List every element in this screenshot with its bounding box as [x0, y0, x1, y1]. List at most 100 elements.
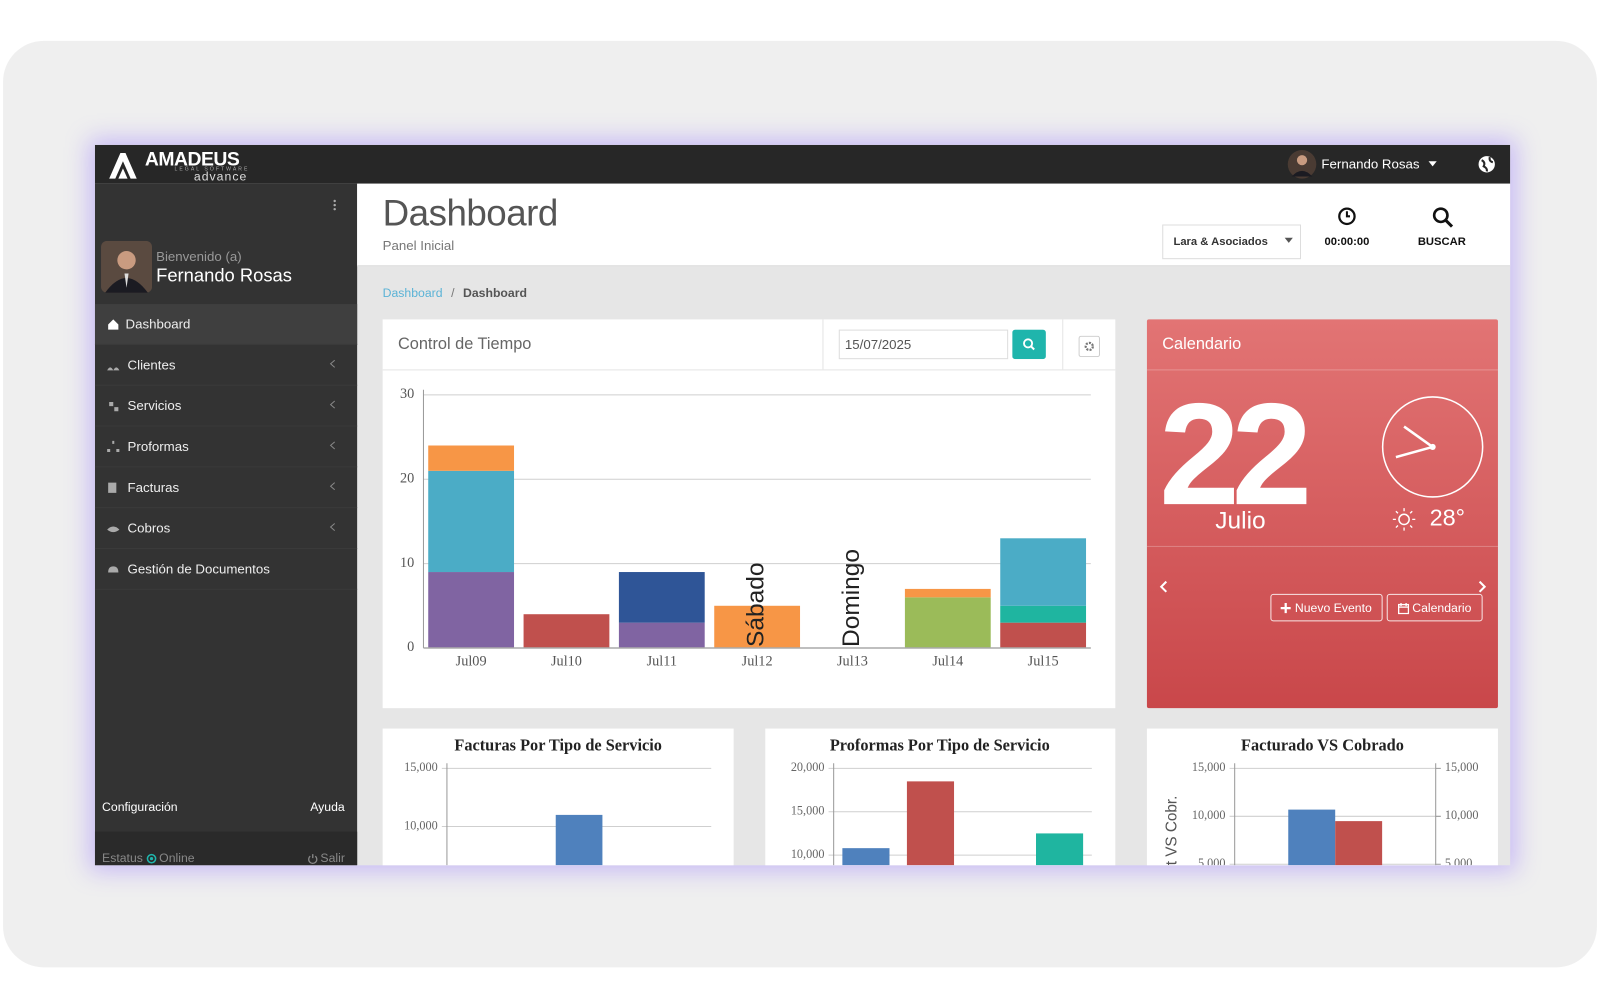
prev-arrow[interactable]	[1158, 580, 1168, 593]
menu-icon	[107, 440, 120, 453]
plus-icon	[1280, 603, 1291, 614]
y-tick-label: 30	[400, 386, 414, 402]
chart-title: Proformas Por Tipo de Servicio	[830, 736, 1050, 755]
help-link[interactable]: Ayuda	[310, 799, 345, 815]
y-tick-label: 20,000	[791, 760, 825, 774]
logout-link[interactable]: Salir	[320, 851, 345, 866]
page-subtitle: Panel Inicial	[382, 237, 455, 254]
calendar-title: Calendario	[1162, 335, 1242, 354]
sun-icon	[1392, 508, 1416, 531]
chevron	[329, 523, 336, 531]
bar-segment	[714, 605, 801, 648]
menu-icon	[109, 402, 119, 412]
timer: 00:00:00	[1324, 235, 1370, 248]
company-select[interactable]: Lara & Asociados	[1162, 224, 1302, 260]
user-name[interactable]: Fernando Rosas	[1321, 156, 1420, 172]
calendar-button[interactable]: Calendario	[1386, 593, 1483, 622]
bar-segment	[1000, 622, 1087, 648]
settings-button[interactable]	[1078, 335, 1100, 358]
globe-icon[interactable]	[1478, 154, 1498, 174]
search-label[interactable]: BUSCAR	[1417, 235, 1466, 248]
menu-icon	[107, 367, 120, 371]
status-bar: Estatus Online Salir	[94, 831, 358, 866]
company-name: Lara & Asociados	[1173, 235, 1268, 248]
sidebar: Bienvenido (a) Fernando Rosas Dashboard C…	[94, 183, 358, 866]
sidebar-avatar	[101, 240, 153, 293]
date-input[interactable]: 15/07/2025	[838, 329, 1009, 360]
divider	[822, 319, 824, 370]
bar-segment	[1000, 605, 1087, 623]
menu-item[interactable]: Servicios	[94, 386, 358, 427]
x-tick-label: Jul14	[932, 654, 963, 670]
charts-layer: 0 10 20 30 Jul09 Jul10 Jul11 Jul12 Jul13 Jul14 Jul…	[400, 386, 1479, 866]
menu-label: Gestión de Documentos	[127, 561, 270, 577]
x-tick-label: Jul12	[742, 654, 773, 670]
user-avatar	[1287, 149, 1317, 179]
chevron	[329, 359, 336, 368]
bar-segment	[428, 470, 515, 573]
menu-label: Servicios	[127, 397, 182, 414]
next-arrow[interactable]	[1478, 580, 1488, 593]
breadcrumb-current: Dashboard	[463, 285, 527, 300]
divider	[1062, 319, 1064, 370]
chevron	[329, 441, 336, 450]
divider	[1146, 545, 1498, 547]
breadcrumb-link[interactable]: Dashboard	[382, 285, 443, 300]
menu-item[interactable]: Facturas	[94, 467, 358, 509]
settings-link[interactable]: Configuración	[102, 799, 178, 815]
bar-segment	[428, 572, 515, 648]
y-tick-label: 10,000	[791, 847, 825, 861]
x-tick-label: Jul10	[551, 654, 582, 670]
bar-segment	[428, 445, 515, 471]
menu-item[interactable]: Dashboard	[94, 304, 358, 345]
date-search-button[interactable]	[1012, 329, 1046, 360]
menu-icon	[108, 566, 119, 573]
new-event-button[interactable]: Nuevo Evento	[1270, 593, 1383, 622]
dots-icon[interactable]	[332, 199, 338, 213]
top-bar: AMADEUS LEGAL SOFTWARE advance Fernando …	[94, 144, 1511, 184]
menu-label: Clientes	[127, 357, 176, 373]
menu-label: Dashboard	[125, 316, 191, 332]
chevron	[329, 482, 336, 491]
bar	[1036, 833, 1084, 866]
panel-title: Control de Tiempo	[397, 335, 532, 354]
bar	[1288, 809, 1336, 866]
y-tick-label: 5,000	[1198, 856, 1226, 865]
power-icon	[308, 854, 318, 865]
menu-item[interactable]: Proformas	[94, 427, 358, 468]
tagline: LEGAL SOFTWARE	[174, 166, 250, 173]
temperature: 28°	[1429, 504, 1466, 531]
bar-segment	[904, 588, 991, 598]
edition: advance	[193, 169, 248, 184]
search-icon[interactable]	[1432, 206, 1454, 228]
brand: AMADEUS	[144, 148, 240, 171]
y2-tick-label: 5,000	[1445, 856, 1473, 865]
menu-icon	[108, 319, 119, 330]
y-tick-label: 10	[400, 555, 414, 571]
y-axis-label: t VS Cobr.	[1163, 796, 1180, 866]
annotation: Domingo	[838, 549, 865, 647]
welcome: Bienvenido (a)	[156, 248, 242, 265]
menu-label: Cobros	[127, 520, 171, 536]
menu-icon	[108, 482, 117, 493]
calendar-day: 22	[1159, 373, 1312, 536]
online-dot	[146, 853, 157, 864]
x-tick-label: Jul15	[1028, 654, 1059, 670]
menu-item[interactable]: Cobros	[94, 508, 358, 549]
divider	[1146, 369, 1498, 371]
bar-segment	[618, 622, 705, 648]
panel-header	[382, 319, 1116, 371]
y-tick-label: 15,000	[791, 804, 825, 818]
x-tick-label: Jul13	[837, 654, 868, 670]
menu-item[interactable]: Gestión de Documentos	[94, 549, 358, 590]
x-tick-label: Jul09	[456, 654, 487, 670]
bar-segment	[523, 614, 610, 648]
chevron	[329, 400, 336, 409]
y-tick-label: 0	[407, 639, 414, 655]
clock-icon[interactable]	[1337, 206, 1357, 226]
menu-item[interactable]: Clientes	[94, 345, 358, 386]
y-tick-label: 15,000	[404, 760, 438, 774]
breadcrumb-separator: /	[451, 285, 455, 300]
